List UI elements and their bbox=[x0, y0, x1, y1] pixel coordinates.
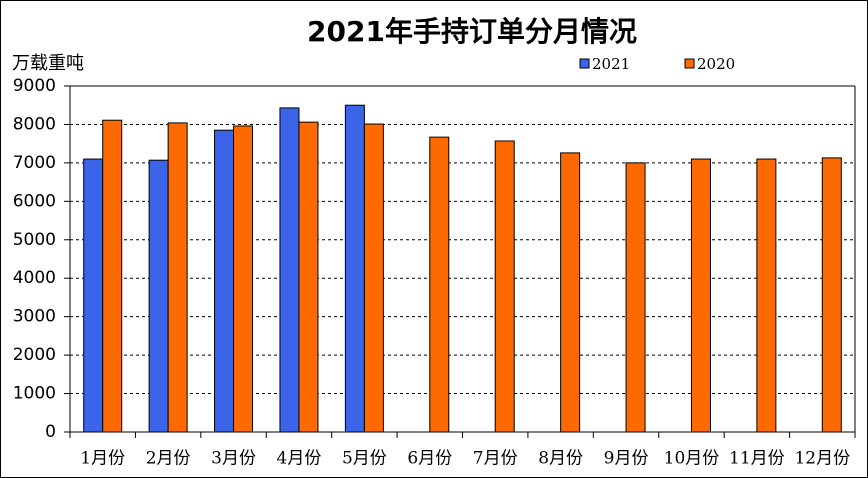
y-tick-label: 0 bbox=[45, 422, 56, 442]
x-tick-label: 9月份 bbox=[604, 449, 649, 469]
x-tick-label: 12月份 bbox=[794, 449, 850, 469]
x-tick-label: 6月份 bbox=[407, 449, 452, 469]
bar bbox=[560, 152, 581, 433]
bar bbox=[102, 119, 123, 433]
y-tick-label: 5000 bbox=[13, 230, 56, 250]
bar bbox=[344, 104, 365, 433]
bar bbox=[429, 136, 450, 433]
legend-label: 2020 bbox=[697, 55, 735, 73]
bar bbox=[690, 158, 711, 433]
bar bbox=[279, 107, 300, 433]
bar bbox=[756, 158, 777, 433]
x-tick-label: 8月份 bbox=[538, 449, 583, 469]
y-tick-label: 9000 bbox=[13, 76, 56, 96]
x-tick-label: 10月份 bbox=[664, 449, 720, 469]
legend-swatch bbox=[579, 58, 590, 69]
x-tick-label: 5月份 bbox=[342, 449, 387, 469]
y-tick-label: 4000 bbox=[13, 268, 56, 288]
bar bbox=[148, 159, 169, 433]
y-tick-label: 6000 bbox=[13, 191, 56, 211]
chart-title: 2021年手持订单分月情况 bbox=[307, 15, 637, 48]
x-tick-label: 11月份 bbox=[729, 449, 785, 469]
bar bbox=[625, 162, 646, 433]
x-tick-label: 7月份 bbox=[473, 449, 518, 469]
y-axis-label: 万载重吨 bbox=[12, 53, 84, 74]
legend-swatch bbox=[684, 58, 695, 69]
bar bbox=[821, 157, 842, 433]
bar bbox=[167, 122, 188, 433]
bar bbox=[363, 123, 384, 433]
y-tick-label: 2000 bbox=[13, 345, 56, 365]
y-tick-label: 1000 bbox=[13, 384, 56, 404]
x-tick-label: 4月份 bbox=[277, 449, 322, 469]
y-tick-label: 8000 bbox=[13, 114, 56, 134]
bar bbox=[233, 125, 254, 433]
bar bbox=[494, 140, 515, 433]
x-tick-label: 3月份 bbox=[211, 449, 256, 469]
y-tick-label: 3000 bbox=[13, 307, 56, 327]
y-tick-label: 7000 bbox=[13, 153, 56, 173]
bar bbox=[83, 158, 104, 433]
x-tick-label: 1月份 bbox=[80, 449, 125, 469]
x-tick-label: 2月份 bbox=[146, 449, 191, 469]
bar bbox=[214, 129, 235, 433]
bar bbox=[298, 121, 319, 433]
legend-label: 2021 bbox=[592, 55, 630, 73]
